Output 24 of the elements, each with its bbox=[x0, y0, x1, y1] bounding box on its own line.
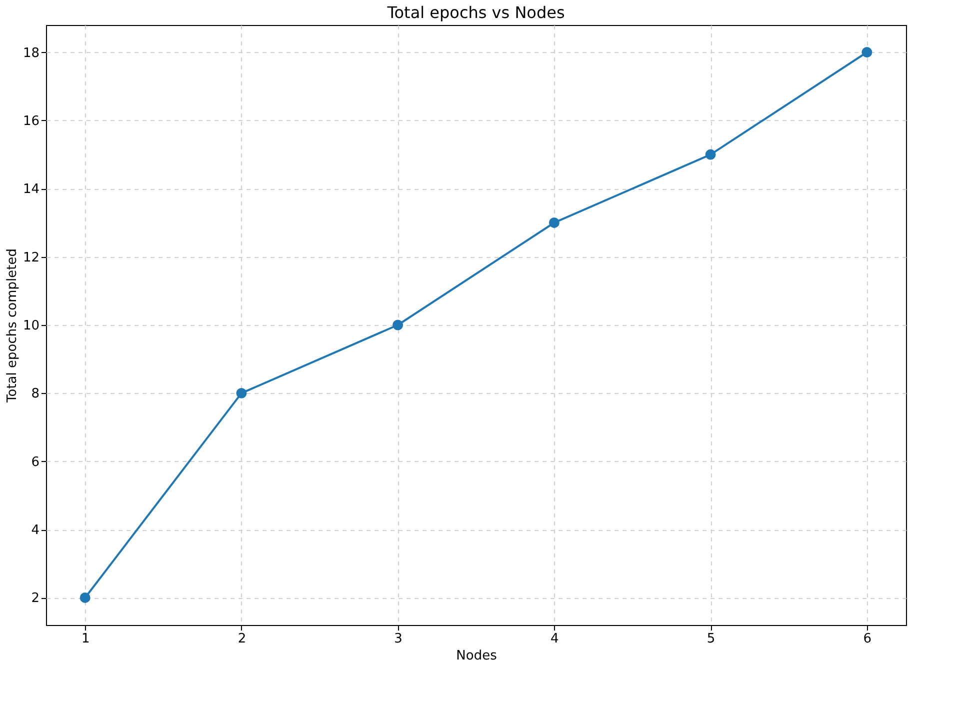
y-tick-label: 10 bbox=[22, 318, 40, 334]
y-tick-label: 4 bbox=[31, 523, 40, 538]
y-tick-label: 6 bbox=[31, 454, 40, 470]
point bbox=[236, 388, 247, 398]
x-tick-label: 1 bbox=[81, 632, 90, 646]
y-axis-title: Total epochs completed bbox=[4, 248, 20, 404]
x-tick-label: 4 bbox=[550, 632, 559, 646]
point bbox=[705, 149, 716, 160]
y-tick-label: 12 bbox=[22, 250, 40, 266]
y-tick-label: 16 bbox=[22, 114, 40, 129]
x-tick-label: 6 bbox=[863, 632, 872, 646]
x-axis-title: Nodes bbox=[456, 648, 498, 664]
y-tick-label: 18 bbox=[22, 46, 40, 61]
y-tick-label: 2 bbox=[31, 591, 40, 606]
point bbox=[548, 217, 560, 228]
x-tick-label: 2 bbox=[238, 632, 246, 646]
y-tick-label: 14 bbox=[22, 182, 40, 198]
point bbox=[80, 592, 90, 603]
chart-title: Total epochs vs Nodes bbox=[386, 3, 565, 22]
point bbox=[392, 320, 404, 330]
point bbox=[862, 47, 872, 58]
x-tick-label: 3 bbox=[394, 632, 402, 646]
x-tick-label: 5 bbox=[706, 632, 716, 646]
y-tick-label: 8 bbox=[31, 386, 40, 402]
